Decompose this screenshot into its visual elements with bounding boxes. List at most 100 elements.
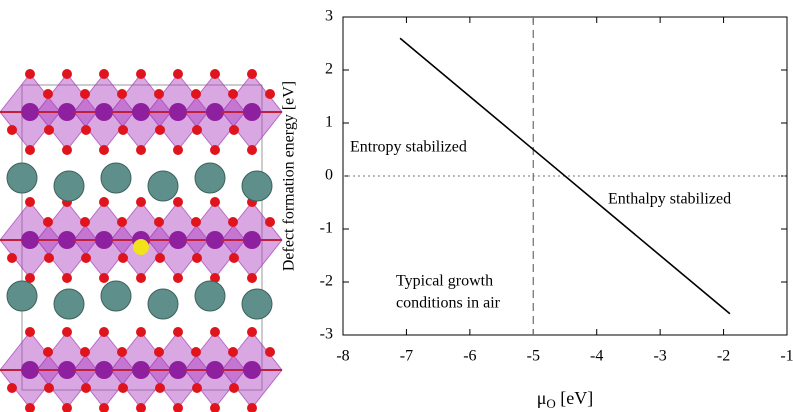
x-label-symbol: μ bbox=[537, 388, 547, 408]
y-tick-label: 2 bbox=[325, 61, 333, 78]
b-site-atom bbox=[169, 231, 187, 249]
oxygen-atom bbox=[154, 347, 164, 357]
oxygen-atom bbox=[81, 253, 91, 263]
x-tick-label: -1 bbox=[780, 348, 793, 365]
x-tick-label: -8 bbox=[336, 348, 349, 365]
oxygen-atom bbox=[62, 69, 72, 79]
oxygen-atom bbox=[99, 69, 109, 79]
x-tick-label: -4 bbox=[590, 348, 603, 365]
b-site-atom bbox=[58, 231, 76, 249]
oxygen-atom bbox=[210, 145, 220, 155]
oxygen-atom bbox=[25, 327, 35, 337]
oxygen-atom bbox=[228, 217, 238, 227]
a-site-atom bbox=[53, 288, 85, 320]
annotation: Typical growth bbox=[396, 273, 493, 290]
a-site-atom bbox=[53, 170, 85, 202]
oxygen-atom bbox=[265, 347, 275, 357]
x-tick-label: -3 bbox=[653, 348, 666, 365]
b-site-atom bbox=[58, 103, 76, 121]
oxygen-atom bbox=[173, 197, 183, 207]
oxygen-atom bbox=[192, 125, 202, 135]
y-tick-label: 1 bbox=[325, 114, 333, 131]
oxygen-atom bbox=[210, 69, 220, 79]
oxygen-atom bbox=[81, 125, 91, 135]
oxygen-atom bbox=[210, 197, 220, 207]
b-site-atom bbox=[21, 361, 39, 379]
a-site-atom bbox=[6, 162, 38, 194]
oxygen-atom bbox=[136, 69, 146, 79]
oxygen-atom bbox=[62, 327, 72, 337]
y-axis-label: Defect formation energy [eV] bbox=[281, 81, 298, 271]
oxygen-atom bbox=[118, 383, 128, 393]
oxygen-atom bbox=[173, 145, 183, 155]
oxygen-atom bbox=[117, 347, 127, 357]
b-site-atom bbox=[243, 103, 261, 121]
oxygen-atom bbox=[191, 347, 201, 357]
oxygen-atom bbox=[173, 69, 183, 79]
b-site-atom bbox=[132, 103, 150, 121]
oxygen-atom bbox=[173, 403, 183, 412]
y-tick-label: -2 bbox=[320, 273, 333, 290]
b-site-atom bbox=[243, 361, 261, 379]
oxygen-atom bbox=[99, 403, 109, 412]
oxygen-atom bbox=[118, 125, 128, 135]
oxygen-atom bbox=[265, 217, 275, 227]
oxygen-atom bbox=[25, 197, 35, 207]
oxygen-atom bbox=[210, 403, 220, 412]
oxygen-atom bbox=[265, 89, 275, 99]
b-site-atom bbox=[21, 103, 39, 121]
oxygen-atom bbox=[25, 273, 35, 283]
annotation: Entropy stabilized bbox=[350, 139, 467, 156]
oxygen-atom bbox=[155, 253, 165, 263]
oxygen-atom bbox=[117, 217, 127, 227]
oxygen-atom bbox=[247, 403, 257, 412]
a-site-atom bbox=[241, 288, 273, 320]
oxygen-atom bbox=[62, 403, 72, 412]
oxygen-atom bbox=[191, 217, 201, 227]
y-tick-label: 3 bbox=[325, 8, 333, 25]
oxygen-atom bbox=[136, 197, 146, 207]
oxygen-atom bbox=[62, 145, 72, 155]
b-site-atom bbox=[206, 103, 224, 121]
oxygen-atom bbox=[44, 125, 54, 135]
oxygen-atom bbox=[136, 145, 146, 155]
oxygen-atom bbox=[228, 347, 238, 357]
oxygen-atom bbox=[43, 217, 53, 227]
y-tick-label: 0 bbox=[325, 167, 333, 184]
a-site-atom bbox=[6, 280, 38, 312]
oxygen-atom bbox=[191, 89, 201, 99]
oxygen-atom bbox=[229, 253, 239, 263]
a-site-atom bbox=[147, 170, 179, 202]
b-site-atom bbox=[243, 231, 261, 249]
oxygen-atom bbox=[80, 217, 90, 227]
b-site-atom bbox=[95, 361, 113, 379]
x-label-subscript: O bbox=[546, 396, 555, 411]
oxygen-atom bbox=[228, 89, 238, 99]
oxygen-atom bbox=[44, 253, 54, 263]
x-axis-label: μO [eV] bbox=[537, 388, 594, 411]
b-site-atom bbox=[206, 231, 224, 249]
oxygen-atom bbox=[229, 383, 239, 393]
a-site-atom bbox=[241, 170, 273, 202]
annotation: Enthalpy stabilized bbox=[608, 191, 731, 208]
y-tick-label: -3 bbox=[320, 326, 333, 343]
oxygen-atom bbox=[118, 253, 128, 263]
oxygen-atom bbox=[192, 383, 202, 393]
dopant-atom bbox=[133, 239, 149, 255]
oxygen-atom bbox=[173, 273, 183, 283]
y-tick-label: -1 bbox=[320, 220, 333, 237]
oxygen-atom bbox=[229, 125, 239, 135]
annotation: conditions in air bbox=[396, 295, 501, 312]
oxygen-atom bbox=[154, 89, 164, 99]
oxygen-atom bbox=[62, 273, 72, 283]
a-site-atom bbox=[100, 162, 132, 194]
x-label-unit: [eV] bbox=[556, 388, 593, 408]
oxygen-atom bbox=[155, 125, 165, 135]
oxygen-atom bbox=[99, 145, 109, 155]
a-site-atom bbox=[194, 162, 226, 194]
oxygen-atom bbox=[247, 145, 257, 155]
oxygen-atom bbox=[25, 145, 35, 155]
oxygen-atom bbox=[99, 197, 109, 207]
oxygen-atom bbox=[99, 327, 109, 337]
